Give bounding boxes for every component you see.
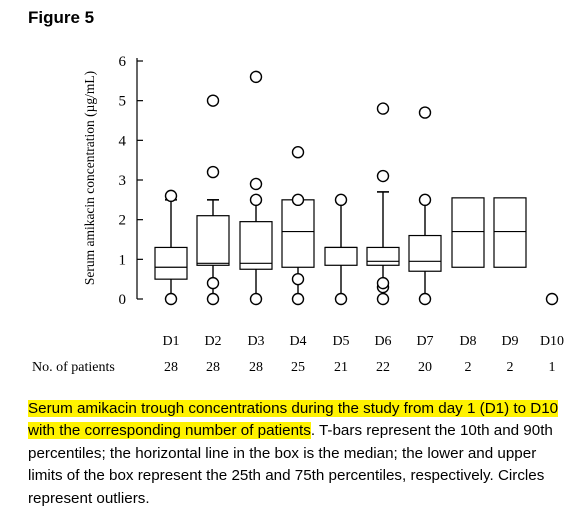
x-tick-label: D6 (374, 334, 391, 349)
x-tick-label: D5 (332, 334, 349, 349)
patients-count: 2 (507, 360, 514, 375)
box (154, 246, 188, 280)
outlier-point (249, 292, 263, 306)
x-tick-label: D10 (540, 334, 564, 349)
outlier-point (164, 189, 178, 203)
box-group-d4 (281, 146, 315, 306)
caption-rest: . T-bars represent the 10th and 90th per… (28, 422, 553, 507)
boxes-layer (154, 70, 559, 306)
outlier-point (206, 165, 220, 179)
box (451, 197, 485, 268)
outlier-point (206, 94, 220, 107)
box (408, 234, 442, 272)
outlier-point (334, 193, 348, 207)
y-tick-label: 1 (119, 252, 127, 268)
y-tick-label: 4 (119, 133, 127, 149)
box-group-d1 (154, 189, 188, 306)
outlier-point (418, 193, 432, 207)
x-tick-label: D1 (162, 334, 179, 349)
outlier-point (249, 193, 263, 207)
box-group-d5 (324, 193, 358, 306)
box-group-d6 (366, 102, 400, 306)
figure-caption: Serum amikacin trough concentrations dur… (28, 398, 568, 510)
box-group-d7 (408, 106, 442, 306)
x-tick-label: D2 (204, 334, 221, 349)
x-tick-label: D8 (459, 334, 476, 349)
outlier-point (291, 146, 305, 159)
box-group-d3 (239, 70, 273, 306)
box-group-d10 (545, 292, 559, 306)
y-ticks: 0 1 2 3 4 5 6 (119, 54, 143, 308)
outlier-point (291, 193, 305, 207)
y-tick-label: 2 (119, 213, 127, 229)
box (281, 199, 315, 268)
outlier-point (164, 292, 178, 306)
y-tick-label: 0 (119, 292, 127, 308)
box (196, 215, 230, 266)
patients-count: 22 (376, 360, 390, 375)
y-tick-label: 3 (119, 173, 127, 189)
patients-count: 28 (249, 360, 263, 375)
box-plot-chart: Serum amikacin concentration (µg/mL) 0 1 2… (32, 54, 564, 375)
outlier-point (206, 276, 220, 290)
patients-count: 1 (549, 360, 556, 375)
box (366, 246, 400, 266)
y-tick-label: 5 (119, 94, 127, 110)
outlier-point (376, 102, 390, 115)
outlier-point (291, 272, 305, 286)
y-tick-label: 6 (119, 54, 127, 70)
figure-label: Figure 5 (28, 8, 95, 27)
outlier-point (291, 292, 305, 306)
outlier-point (376, 276, 390, 290)
box-group-d8 (451, 197, 485, 268)
patients-count: 20 (418, 360, 432, 375)
y-axis-label: Serum amikacin concentration (µg/mL) (82, 71, 97, 285)
patients-count: 25 (291, 360, 305, 375)
outlier-point (376, 169, 390, 183)
patients-count: 21 (334, 360, 348, 375)
patients-row-label: No. of patients (32, 360, 115, 375)
box (239, 221, 273, 270)
patients-row: 28 28 28 25 21 22 20 2 2 1 (164, 360, 556, 375)
outlier-point (418, 106, 432, 119)
box (493, 197, 527, 268)
outlier-point (206, 292, 220, 306)
x-tick-label: D7 (416, 334, 433, 349)
outlier-point (376, 292, 390, 306)
outlier-point (249, 177, 263, 191)
box (324, 246, 358, 266)
box-group-d2 (196, 94, 230, 306)
x-tick-labels: D1 D2 D3 D4 D5 D6 D7 D8 D9 D10 (162, 334, 564, 349)
outlier-point (545, 292, 559, 306)
outlier-point (418, 292, 432, 306)
x-tick-label: D9 (501, 334, 518, 349)
patients-count: 28 (164, 360, 178, 375)
x-tick-label: D3 (247, 334, 264, 349)
patients-count: 28 (206, 360, 220, 375)
outlier-point (249, 70, 263, 84)
patients-count: 2 (465, 360, 472, 375)
x-tick-label: D4 (289, 334, 306, 349)
outlier-point (334, 292, 348, 306)
box-group-d9 (493, 197, 527, 268)
